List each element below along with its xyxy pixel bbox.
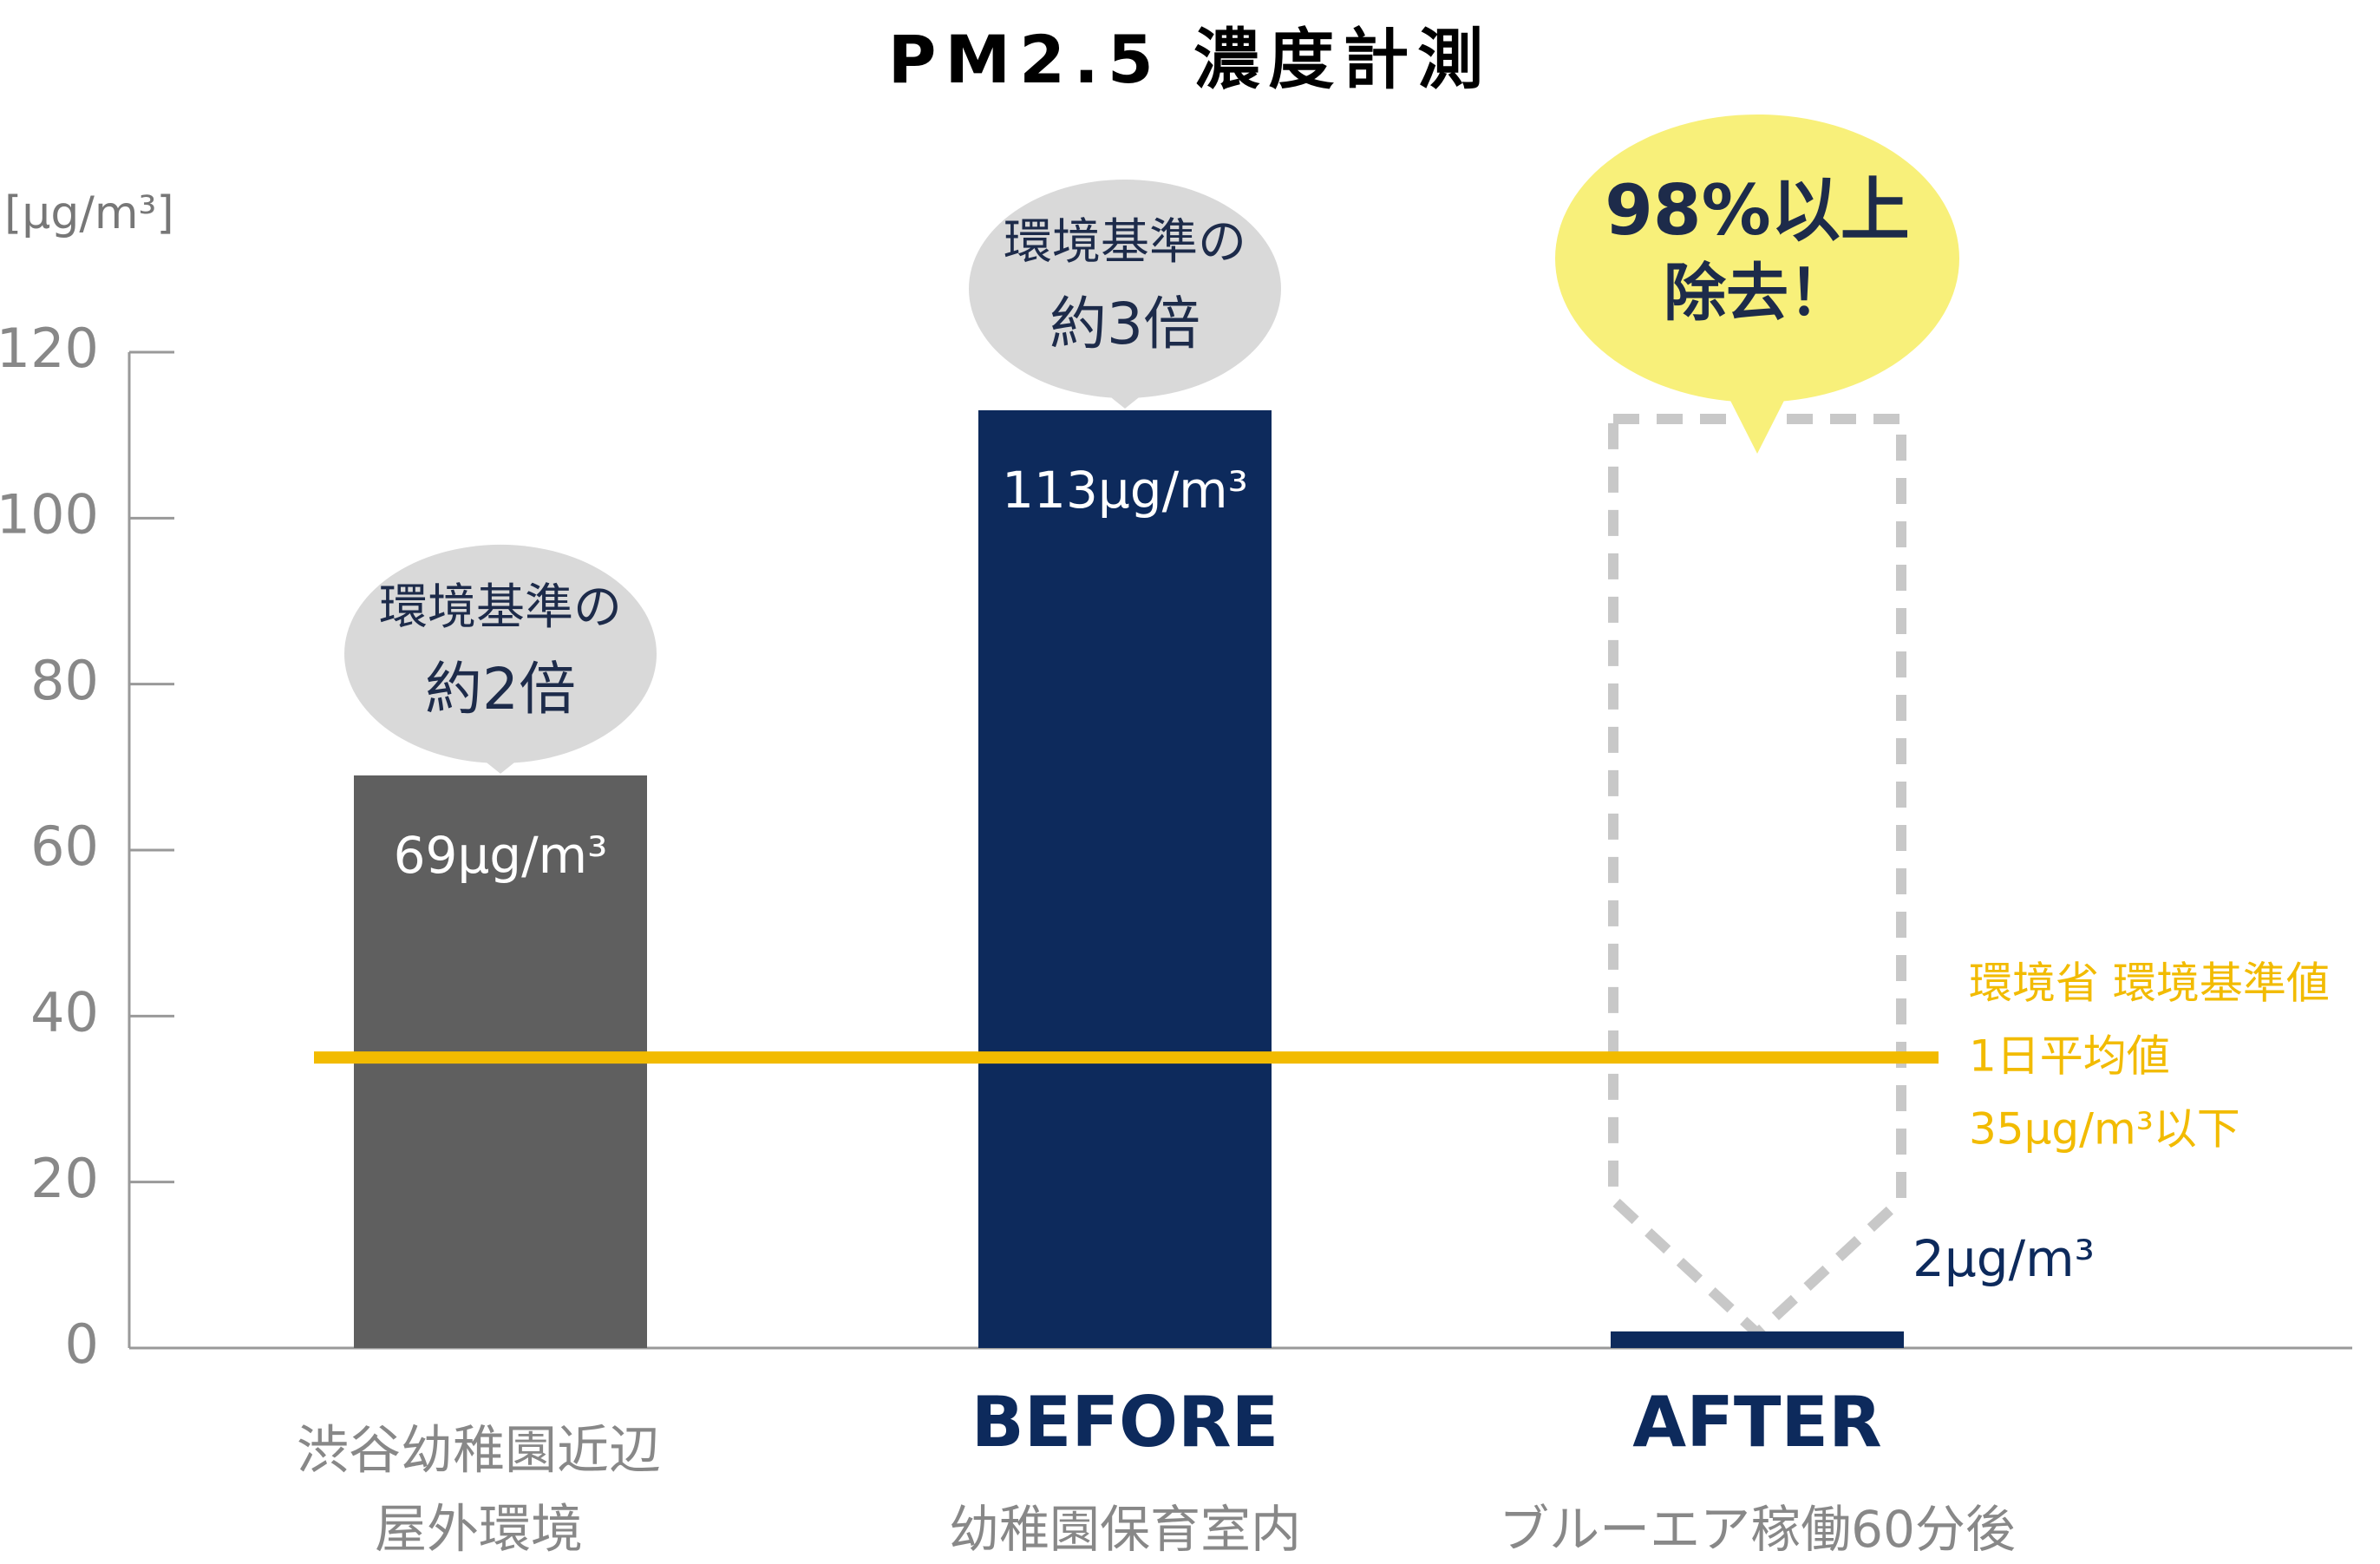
y-tick-label: 120	[0, 317, 99, 380]
callout-text: 除去！	[1664, 256, 1851, 329]
reference-label: 35μg/m³以下	[1969, 1104, 2240, 1155]
y-tick-label: 0	[65, 1312, 99, 1376]
y-tick-label: 60	[30, 815, 99, 878]
x-tick-label: 渋谷幼稚園近辺	[297, 1421, 661, 1482]
x-tick-label: 幼稚園保育室内	[949, 1500, 1301, 1559]
chart-title: PM2.5 濃度計測	[888, 21, 1492, 98]
y-tick-label: 20	[30, 1147, 99, 1210]
callout-bubble	[1555, 114, 1959, 402]
bar	[1611, 1331, 1904, 1348]
x-tick-label: AFTER	[1632, 1382, 1881, 1463]
callout-bubble	[1723, 384, 1792, 454]
callout-text: 98%以上	[1605, 170, 1909, 251]
y-tick-label: 40	[30, 980, 99, 1044]
x-tick-label: BEFORE	[971, 1382, 1279, 1463]
bar	[978, 409, 1272, 1348]
callout-text: 環境基準の	[379, 579, 622, 636]
value-label: 113μg/m³	[1002, 461, 1248, 520]
callout-text: 約3倍	[1049, 291, 1200, 357]
callout-text: 環境基準の	[1004, 214, 1246, 271]
x-tick-label: 屋外環境	[375, 1500, 583, 1561]
reference-label: 1日平均値	[1969, 1031, 2170, 1082]
reference-label: 環境省 環境基準値	[1969, 959, 2330, 1009]
y-tick-label: 100	[0, 482, 99, 546]
y-tick-label: 80	[30, 649, 99, 712]
y-unit-label: [μg/m³]	[4, 187, 174, 239]
callout-bubble	[344, 544, 657, 763]
previous-level-outline	[1608, 413, 1906, 1341]
value-label: 69μg/m³	[394, 826, 608, 885]
callout-bubble	[969, 179, 1281, 398]
x-tick-label: ブルーエア稼働60分後	[1499, 1500, 2016, 1559]
value-label: 2μg/m³	[1912, 1229, 2095, 1288]
callout-text: 約2倍	[425, 656, 576, 723]
